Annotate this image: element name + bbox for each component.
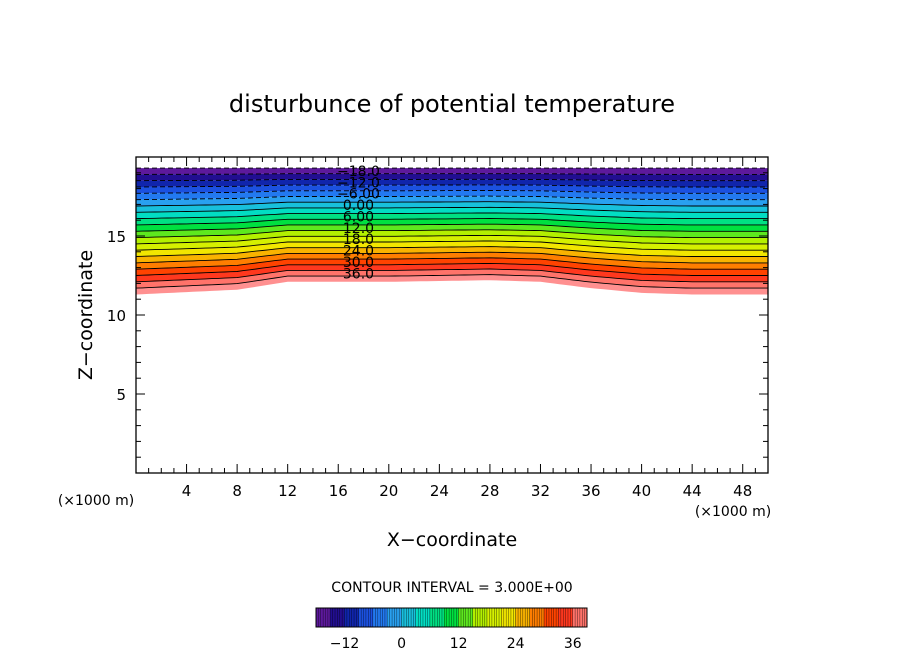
contour-band (136, 246, 768, 263)
x-tick-label: 36 (581, 482, 600, 500)
y-tick-label: 15 (107, 228, 126, 246)
contour-band (136, 263, 768, 282)
contour-band (136, 179, 768, 187)
contour-line (136, 178, 768, 182)
contour-line (136, 262, 768, 276)
contour-band (136, 252, 768, 270)
contour-label: −6.00 (337, 187, 380, 203)
x-tick-label: 4 (182, 482, 192, 500)
contour-line (136, 195, 768, 201)
colorbar-tick-label: 24 (507, 636, 525, 652)
x-tick-label: 24 (430, 482, 449, 500)
x-tick-label: 32 (531, 482, 550, 500)
contour-line (136, 173, 768, 175)
contour-line (136, 234, 768, 245)
x-unit-left: (×1000 m) (58, 493, 134, 509)
contour-line (136, 212, 768, 220)
contour-band (136, 168, 768, 175)
contour-line (136, 257, 768, 270)
contour-label: 30.0 (343, 255, 374, 271)
colorbar-tick-label: −12 (330, 636, 360, 652)
contour-band (136, 241, 768, 257)
contour-label: 18.0 (343, 232, 374, 248)
contour-label: 0.00 (343, 198, 374, 214)
x-tick-label: 8 (232, 482, 242, 500)
contour-band (136, 257, 768, 276)
x-axis-label: X−coordinate (387, 529, 517, 551)
contour-line (136, 246, 768, 257)
y-axis-label: Z−coordinate (75, 250, 97, 380)
x-tick-label: 28 (480, 482, 499, 500)
colorbar-tick-label: 36 (564, 636, 582, 652)
y-tick-label: 5 (116, 386, 126, 404)
chart-title: disturbunce of potential temperature (229, 90, 675, 118)
y-tick-label: 10 (107, 307, 126, 325)
x-tick-label: 44 (683, 482, 702, 500)
contour-line (136, 184, 768, 188)
colorbar-tick-label: 12 (450, 636, 468, 652)
colorbar: −12 0 12 24 36 (315, 607, 588, 652)
contour-label: 36.0 (343, 266, 374, 282)
x-tick-label: 20 (379, 482, 398, 500)
contour-line (136, 223, 768, 232)
contour-band (136, 212, 768, 225)
colorbar-frame (315, 607, 588, 628)
contour-interval-label: CONTOUR INTERVAL = 3.000E+00 (331, 580, 572, 596)
contour-band (136, 201, 768, 213)
contour-label: 24.0 (343, 244, 374, 260)
contour-label: −18.0 (337, 164, 380, 180)
contour-line (136, 190, 768, 194)
contour-band (136, 235, 768, 251)
x-tick-label: 12 (278, 482, 297, 500)
contour-band (136, 224, 768, 238)
x-unit-right: (×1000 m) (695, 504, 771, 520)
contour-line (136, 206, 768, 213)
contour-line (136, 274, 768, 289)
contour-band (136, 269, 768, 289)
contour-line (136, 201, 768, 207)
x-tick-label: 48 (733, 482, 752, 500)
contour-line (136, 268, 768, 283)
contour-label: −12.0 (337, 175, 380, 191)
contour-band (136, 184, 768, 194)
contour-line (136, 229, 768, 239)
x-tick-label: 16 (329, 482, 348, 500)
contour-line (136, 251, 768, 264)
contour-field: −18.0−12.0−6.000.006.0012.018.024.030.03… (136, 164, 768, 295)
contour-band (136, 229, 768, 244)
contour-band (136, 218, 768, 232)
contour-label: 6.00 (343, 209, 374, 225)
x-tick-label: 40 (632, 482, 651, 500)
contour-label: 12.0 (343, 221, 374, 237)
contour-line (136, 218, 768, 226)
contour-band (136, 274, 768, 295)
contour-band (136, 173, 768, 181)
colorbar-tick-label: 0 (397, 636, 406, 652)
contour-line (136, 240, 768, 251)
